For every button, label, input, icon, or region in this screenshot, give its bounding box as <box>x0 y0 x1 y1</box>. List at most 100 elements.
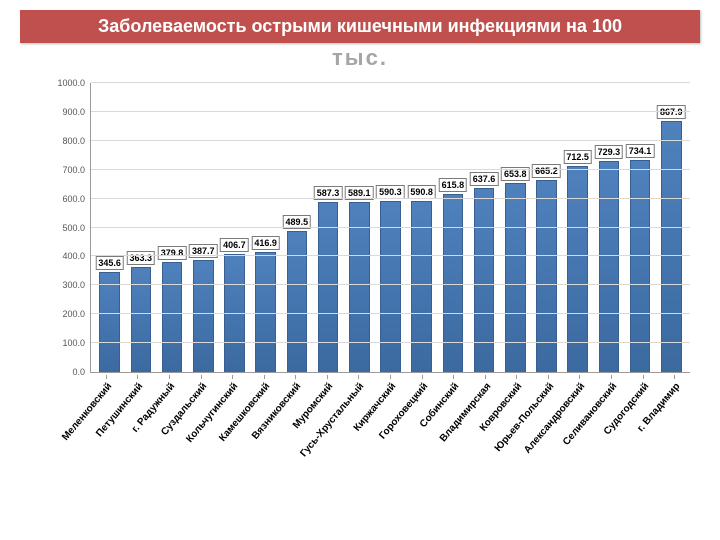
x-tick <box>548 375 549 379</box>
x-tick <box>358 375 359 379</box>
bar-column: 665.2 <box>531 83 562 372</box>
x-tick <box>453 375 454 379</box>
bar-column: 379.8 <box>156 83 187 372</box>
bar-column: 867.9 <box>656 83 687 372</box>
bar <box>193 260 214 372</box>
grid-line <box>91 82 690 83</box>
bar <box>99 272 120 372</box>
x-label-column: Камешковский <box>248 375 280 505</box>
y-tick-label: 100.0 <box>62 338 85 348</box>
bar-column: 589.1 <box>344 83 375 372</box>
bar <box>131 267 152 372</box>
value-label: 615.8 <box>439 178 468 192</box>
title-line1: Заболеваемость острыми кишечными инфекци… <box>98 16 622 36</box>
y-tick-label: 1000.0 <box>57 78 85 88</box>
bar-column: 587.3 <box>312 83 343 372</box>
x-tick <box>232 375 233 379</box>
bar <box>474 188 495 372</box>
bar-column: 734.1 <box>624 83 655 372</box>
bar-column: 387.7 <box>188 83 219 372</box>
y-tick-label: 800.0 <box>62 136 85 146</box>
x-tick <box>422 375 423 379</box>
value-label: 867.9 <box>657 105 686 119</box>
bar-column: 615.8 <box>437 83 468 372</box>
bar-column: 729.3 <box>593 83 624 372</box>
x-tick <box>264 375 265 379</box>
x-tick <box>674 375 675 379</box>
bar-column: 406.7 <box>219 83 250 372</box>
x-tick <box>643 375 644 379</box>
x-tick <box>579 375 580 379</box>
y-tick-label: 700.0 <box>62 165 85 175</box>
bar-column: 363.3 <box>125 83 156 372</box>
value-label: 416.9 <box>251 236 280 250</box>
y-tick-label: 600.0 <box>62 194 85 204</box>
bar <box>599 161 620 372</box>
x-label-column: Вязниковский <box>279 375 311 505</box>
x-tick <box>611 375 612 379</box>
grid-line <box>91 169 690 170</box>
y-tick-label: 300.0 <box>62 280 85 290</box>
value-label: 406.7 <box>220 238 249 252</box>
value-label: 665.2 <box>532 164 561 178</box>
x-label-column: Гороховецкий <box>406 375 438 505</box>
value-label: 379.8 <box>158 246 187 260</box>
value-label: 345.6 <box>95 256 124 270</box>
x-label-column: Селивановский <box>595 375 627 505</box>
y-tick-label: 0.0 <box>72 367 85 377</box>
y-tick-label: 900.0 <box>62 107 85 117</box>
bar <box>443 194 464 372</box>
bar <box>661 121 682 372</box>
x-axis-labels: МеленковскийПетушинскийг. РадужныйСуздал… <box>90 375 690 505</box>
bar-column: 653.8 <box>500 83 531 372</box>
bar-column: 637.6 <box>468 83 499 372</box>
x-label-column: Петушинский <box>122 375 154 505</box>
x-tick <box>106 375 107 379</box>
x-tick <box>295 375 296 379</box>
grid-line <box>91 255 690 256</box>
x-tick <box>327 375 328 379</box>
grid-line <box>91 140 690 141</box>
bar <box>505 183 526 372</box>
x-label-column: Владимирская <box>469 375 501 505</box>
grid-line <box>91 284 690 285</box>
grid-line <box>91 313 690 314</box>
value-label: 734.1 <box>626 144 655 158</box>
grid-line <box>91 111 690 112</box>
bar-column: 590.8 <box>406 83 437 372</box>
x-label-column: Меленковский <box>90 375 122 505</box>
bar-column: 416.9 <box>250 83 281 372</box>
grid-line <box>91 342 690 343</box>
title-line2: тыс. <box>0 45 720 71</box>
bar <box>287 231 308 372</box>
bar-column: 489.5 <box>281 83 312 372</box>
x-tick <box>201 375 202 379</box>
bar <box>162 262 183 372</box>
x-tick <box>390 375 391 379</box>
grid-line <box>91 198 690 199</box>
x-tick <box>516 375 517 379</box>
value-label: 637.6 <box>470 172 499 186</box>
x-tick <box>485 375 486 379</box>
title-banner: Заболеваемость острыми кишечными инфекци… <box>20 10 700 43</box>
bar-column: 590.3 <box>375 83 406 372</box>
x-tick <box>169 375 170 379</box>
x-label-column: Киржачский <box>374 375 406 505</box>
y-tick-label: 200.0 <box>62 309 85 319</box>
plot-area: 345.6363.3379.8387.7406.7416.9489.5587.3… <box>90 83 690 373</box>
bar-column: 345.6 <box>94 83 125 372</box>
grid-line <box>91 227 690 228</box>
bars-container: 345.6363.3379.8387.7406.7416.9489.5587.3… <box>91 83 690 372</box>
y-tick-label: 400.0 <box>62 251 85 261</box>
value-label: 729.3 <box>595 145 624 159</box>
value-label: 712.5 <box>563 150 592 164</box>
y-tick-label: 500.0 <box>62 223 85 233</box>
bar <box>318 202 339 372</box>
bar-chart: 345.6363.3379.8387.7406.7416.9489.5587.3… <box>20 75 700 505</box>
bar-column: 712.5 <box>562 83 593 372</box>
x-label-column: Гусь-Хрустальный <box>343 375 375 505</box>
value-label: 363.3 <box>127 251 156 265</box>
x-label-column: г. Радужный <box>153 375 185 505</box>
x-label-column: г. Владимир <box>658 375 690 505</box>
bar <box>630 160 651 372</box>
